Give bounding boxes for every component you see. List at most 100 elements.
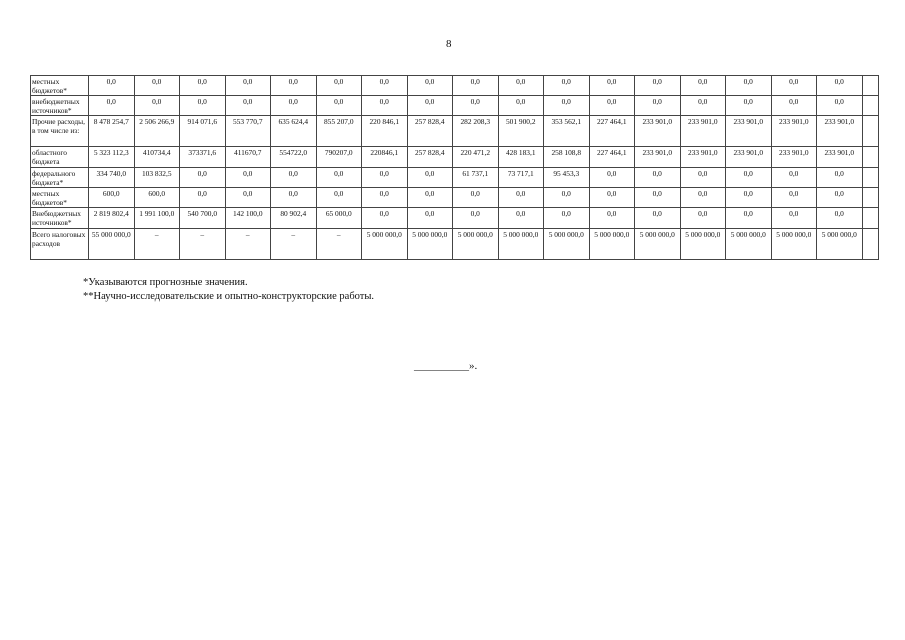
table-cell: 0,0 [497,187,544,208]
table-cell: 233 901,0 [725,115,772,147]
table-cell: 0,0 [315,167,362,188]
table-cell: 0,0 [224,167,271,188]
table-cell: 0,0 [270,95,317,116]
table-cell: 428 183,1 [497,146,544,168]
table-cell: 0,0 [725,75,772,96]
table-cell: 0,0 [725,95,772,116]
table-cell: 914 071,6 [179,115,226,147]
table-cell: 8 478 254,7 [88,115,135,147]
row-label: федерального бюджета* [30,167,89,188]
table-cell: 0,0 [634,187,681,208]
expenses-table: местных бюджетов* 0,0 0,0 0,0 0,0 0,0 0,0 0,0 0,… [30,75,879,260]
table-cell: 0,0 [816,167,863,188]
empty-cell [861,95,879,116]
row-label: внебюджетных источников* [30,95,89,116]
closing-line: __________». [414,360,478,372]
table-cell: 0,0 [679,95,726,116]
table-cell: – [133,228,180,260]
table-cell: 0,0 [634,207,681,229]
table-cell: 553 770,7 [224,115,271,147]
table-cell: 0,0 [452,207,499,229]
row-label: Всего налоговых расходов [30,228,89,260]
table-cell: 0,0 [133,95,180,116]
table-cell: 80 902,4 [270,207,317,229]
table-cell: 233 901,0 [770,115,817,147]
empty-cell [861,207,879,229]
page-number: 8 [446,38,452,50]
table-cell: 0,0 [315,75,362,96]
table-cell: 0,0 [679,167,726,188]
table-cell: 0,0 [770,75,817,96]
table-cell: 0,0 [406,207,453,229]
table-cell: 95 453,3 [543,167,590,188]
table-row: внебюджетных источников* 0,0 0,0 0,0 0,0 0,0 0… [30,95,879,116]
table-cell: 220 846,1 [361,115,408,147]
table-cell: 635 624,4 [270,115,317,147]
table-cell: 0,0 [543,207,590,229]
table-row: областного бюджета 5 323 112,3 410734,4 373… [30,146,879,168]
table-cell: 0,0 [679,207,726,229]
table-cell: 334 740,0 [88,167,135,188]
table-cell: 220846,1 [361,146,408,168]
table-cell: – [224,228,271,260]
table-cell: 5 000 000,0 [725,228,772,260]
table-cell: 0,0 [816,75,863,96]
table-cell: 65 000,0 [315,207,362,229]
table-cell: 0,0 [634,75,681,96]
table-cell: 0,0 [816,187,863,208]
table-cell: 5 000 000,0 [588,228,635,260]
table-cell: – [270,228,317,260]
table-cell: 73 717,1 [497,167,544,188]
table-cell: 0,0 [88,75,135,96]
table-cell: 233 901,0 [634,115,681,147]
table-cell: 233 901,0 [725,146,772,168]
table-cell: 0,0 [315,187,362,208]
table-row: местных бюджетов* 0,0 0,0 0,0 0,0 0,0 0,0 0,0 0,… [30,75,879,96]
table-cell: 0,0 [588,207,635,229]
table-cell: 0,0 [543,187,590,208]
table-cell: 0,0 [497,95,544,116]
table-cell: 1 991 100,0 [133,207,180,229]
table-cell: 501 900,2 [497,115,544,147]
table-cell: 600,0 [88,187,135,208]
table-cell: 0,0 [679,75,726,96]
table-cell: 0,0 [452,95,499,116]
table-cell: 0,0 [543,75,590,96]
table-cell: 0,0 [634,167,681,188]
table-row: федерального бюджета* 334 740,0 103 832,5 0… [30,167,879,188]
table-cell: 142 100,0 [224,207,271,229]
footnote: *Указываются прогнозные значения. [83,277,248,288]
empty-cell [861,75,879,96]
table-cell: 0,0 [406,95,453,116]
table-cell: 5 000 000,0 [816,228,863,260]
table-cell: 5 000 000,0 [543,228,590,260]
table-cell: 0,0 [179,167,226,188]
table-cell: 0,0 [452,75,499,96]
table-cell: 5 000 000,0 [679,228,726,260]
table-cell: 0,0 [770,95,817,116]
row-label: местных бюджетов* [30,75,89,96]
table-cell: 0,0 [179,95,226,116]
row-label: местных бюджетов* [30,187,89,208]
table-cell: 0,0 [452,187,499,208]
table-cell: 0,0 [679,187,726,208]
table-cell: 2 819 802,4 [88,207,135,229]
table-cell: 0,0 [88,95,135,116]
table-cell: 0,0 [179,187,226,208]
table-cell: 0,0 [588,95,635,116]
table-cell: 0,0 [406,75,453,96]
table-cell: 0,0 [725,167,772,188]
table-cell: 0,0 [133,75,180,96]
table-cell: 258 108,8 [543,146,590,168]
table-cell: 233 901,0 [770,146,817,168]
table-cell: 0,0 [361,207,408,229]
table-cell: 0,0 [725,187,772,208]
table-cell: 0,0 [770,207,817,229]
table-cell: 373371,6 [179,146,226,168]
table-row: Внебюджетных источников* 2 819 802,4 1 991… [30,207,879,229]
table-cell: 790207,0 [315,146,362,168]
table-cell: 233 901,0 [634,146,681,168]
empty-cell [861,167,879,188]
table-cell: 103 832,5 [133,167,180,188]
